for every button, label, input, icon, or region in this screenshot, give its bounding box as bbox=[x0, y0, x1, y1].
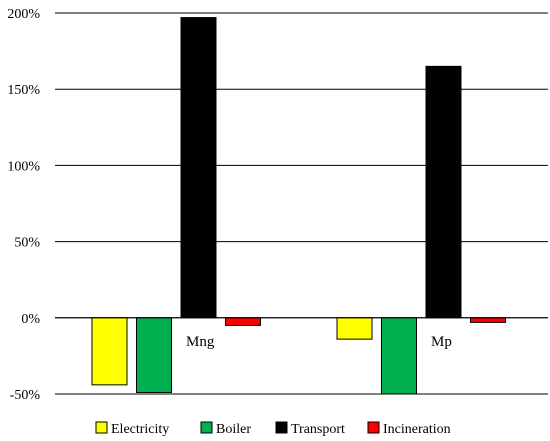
category-label: Mng bbox=[186, 334, 215, 350]
legend-label-incineration: Incineration bbox=[383, 422, 451, 437]
legend-swatch-incineration bbox=[367, 421, 380, 434]
legend-label-electricity: Electricity bbox=[111, 422, 169, 437]
bar-boiler-mp bbox=[381, 317, 417, 395]
bar-transport-mp bbox=[425, 65, 462, 319]
y-tick-label: 150% bbox=[7, 83, 40, 98]
y-tick-label: 50% bbox=[14, 236, 40, 251]
y-axis-tick-labels: -50% 0% 50% 100% 150% 200% bbox=[7, 7, 40, 403]
bars bbox=[91, 17, 506, 395]
gridlines bbox=[55, 12, 548, 395]
category-labels: Mng Mp bbox=[186, 334, 452, 350]
y-tick-label: 0% bbox=[21, 312, 40, 327]
legend-label-transport: Transport bbox=[291, 422, 345, 437]
y-tick-label: -50% bbox=[10, 388, 41, 403]
y-tick-label: 200% bbox=[7, 7, 40, 22]
legend-swatch-transport bbox=[275, 421, 288, 434]
legend-swatch-boiler bbox=[200, 421, 213, 434]
legend: Electricity Boiler Transport Incineration bbox=[95, 421, 451, 437]
bar-incineration-mng bbox=[225, 317, 261, 326]
bar-electricity-mng bbox=[91, 317, 128, 386]
bar-transport-mng bbox=[180, 17, 217, 319]
bar-boiler-mng bbox=[136, 317, 172, 393]
y-tick-label: 100% bbox=[7, 159, 40, 174]
legend-swatch-electricity bbox=[95, 421, 108, 434]
legend-label-boiler: Boiler bbox=[216, 422, 251, 437]
bar-electricity-mp bbox=[336, 317, 373, 340]
bar-incineration-mp bbox=[470, 317, 506, 323]
category-label: Mp bbox=[431, 334, 452, 350]
